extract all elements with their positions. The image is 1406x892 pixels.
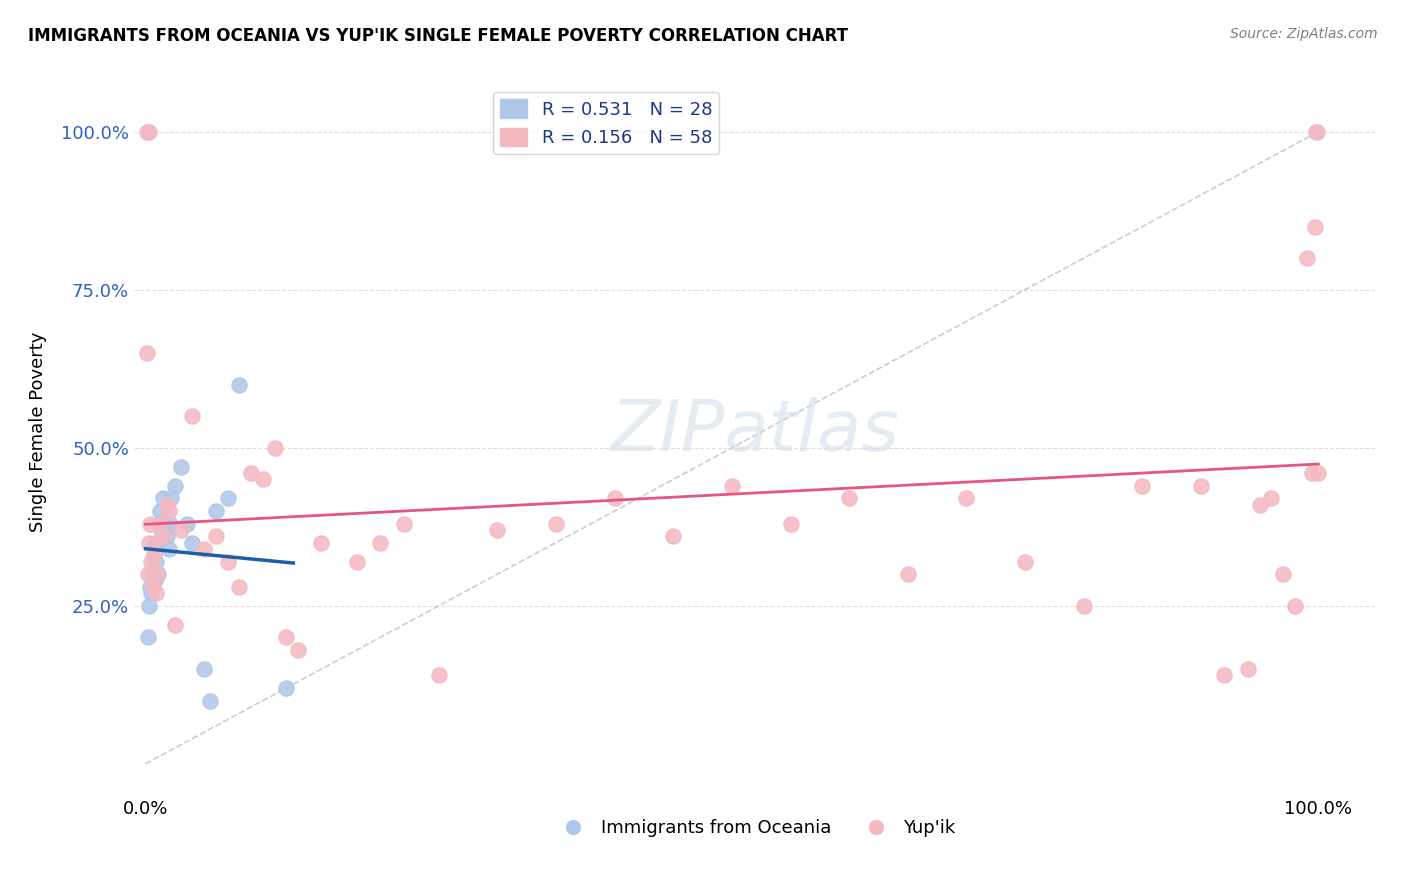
Point bbox=[252, 472, 274, 486]
Legend: Immigrants from Oceania, Yup'ik: Immigrants from Oceania, Yup'ik bbox=[548, 812, 963, 845]
Point bbox=[136, 567, 159, 582]
Point bbox=[240, 466, 263, 480]
Point bbox=[1260, 491, 1282, 506]
Point bbox=[146, 567, 169, 582]
Point bbox=[145, 555, 167, 569]
Point bbox=[160, 491, 183, 506]
Point bbox=[138, 125, 160, 139]
Point bbox=[1073, 599, 1095, 613]
Point bbox=[170, 523, 193, 537]
Point bbox=[217, 555, 239, 569]
Point bbox=[141, 586, 163, 600]
Point bbox=[1014, 555, 1036, 569]
Point bbox=[142, 548, 165, 562]
Point bbox=[662, 529, 685, 543]
Point bbox=[149, 516, 172, 531]
Point bbox=[152, 491, 174, 506]
Point bbox=[198, 693, 221, 707]
Point bbox=[276, 631, 298, 645]
Point bbox=[142, 548, 165, 562]
Point bbox=[287, 643, 309, 657]
Point bbox=[149, 504, 172, 518]
Point bbox=[276, 681, 298, 695]
Y-axis label: Single Female Poverty: Single Female Poverty bbox=[30, 332, 46, 533]
Point bbox=[145, 586, 167, 600]
Point bbox=[143, 574, 166, 588]
Point bbox=[157, 541, 180, 556]
Point bbox=[153, 516, 176, 531]
Text: Source: ZipAtlas.com: Source: ZipAtlas.com bbox=[1230, 27, 1378, 41]
Point bbox=[1305, 125, 1327, 139]
Point bbox=[141, 555, 163, 569]
Point bbox=[1284, 599, 1306, 613]
Point bbox=[138, 599, 160, 613]
Point bbox=[1295, 251, 1317, 265]
Point bbox=[139, 516, 162, 531]
Point bbox=[143, 535, 166, 549]
Point bbox=[152, 529, 174, 543]
Point bbox=[721, 478, 744, 492]
Point bbox=[1213, 668, 1236, 682]
Point bbox=[228, 377, 250, 392]
Point bbox=[1132, 478, 1154, 492]
Point bbox=[193, 541, 215, 556]
Point bbox=[779, 516, 801, 531]
Text: ZIPatlas: ZIPatlas bbox=[610, 398, 900, 467]
Point bbox=[368, 535, 391, 549]
Point bbox=[228, 580, 250, 594]
Point bbox=[897, 567, 920, 582]
Point bbox=[1249, 498, 1271, 512]
Point bbox=[142, 580, 165, 594]
Point bbox=[955, 491, 977, 506]
Point bbox=[544, 516, 567, 531]
Point bbox=[135, 125, 157, 139]
Point bbox=[163, 478, 186, 492]
Point bbox=[139, 580, 162, 594]
Point bbox=[838, 491, 860, 506]
Point bbox=[176, 516, 198, 531]
Point bbox=[163, 617, 186, 632]
Point bbox=[1301, 466, 1323, 480]
Point bbox=[205, 529, 228, 543]
Point bbox=[486, 523, 509, 537]
Point bbox=[181, 409, 204, 424]
Point bbox=[146, 535, 169, 549]
Point bbox=[1189, 478, 1212, 492]
Point bbox=[156, 529, 179, 543]
Point bbox=[1308, 466, 1330, 480]
Point bbox=[156, 498, 179, 512]
Point bbox=[138, 535, 160, 549]
Point bbox=[1237, 662, 1260, 676]
Text: IMMIGRANTS FROM OCEANIA VS YUP'IK SINGLE FEMALE POVERTY CORRELATION CHART: IMMIGRANTS FROM OCEANIA VS YUP'IK SINGLE… bbox=[28, 27, 848, 45]
Point bbox=[392, 516, 415, 531]
Point bbox=[148, 567, 170, 582]
Point bbox=[135, 346, 157, 360]
Point bbox=[181, 535, 204, 549]
Point bbox=[205, 504, 228, 518]
Point bbox=[142, 567, 165, 582]
Point bbox=[1303, 219, 1326, 234]
Point bbox=[263, 441, 285, 455]
Point bbox=[157, 504, 180, 518]
Point bbox=[149, 523, 172, 537]
Point bbox=[159, 516, 181, 531]
Point bbox=[217, 491, 239, 506]
Point bbox=[346, 555, 368, 569]
Point bbox=[1272, 567, 1295, 582]
Point bbox=[170, 459, 193, 474]
Point bbox=[1306, 125, 1329, 139]
Point bbox=[136, 631, 159, 645]
Point bbox=[427, 668, 450, 682]
Point bbox=[603, 491, 626, 506]
Point bbox=[193, 662, 215, 676]
Point bbox=[311, 535, 333, 549]
